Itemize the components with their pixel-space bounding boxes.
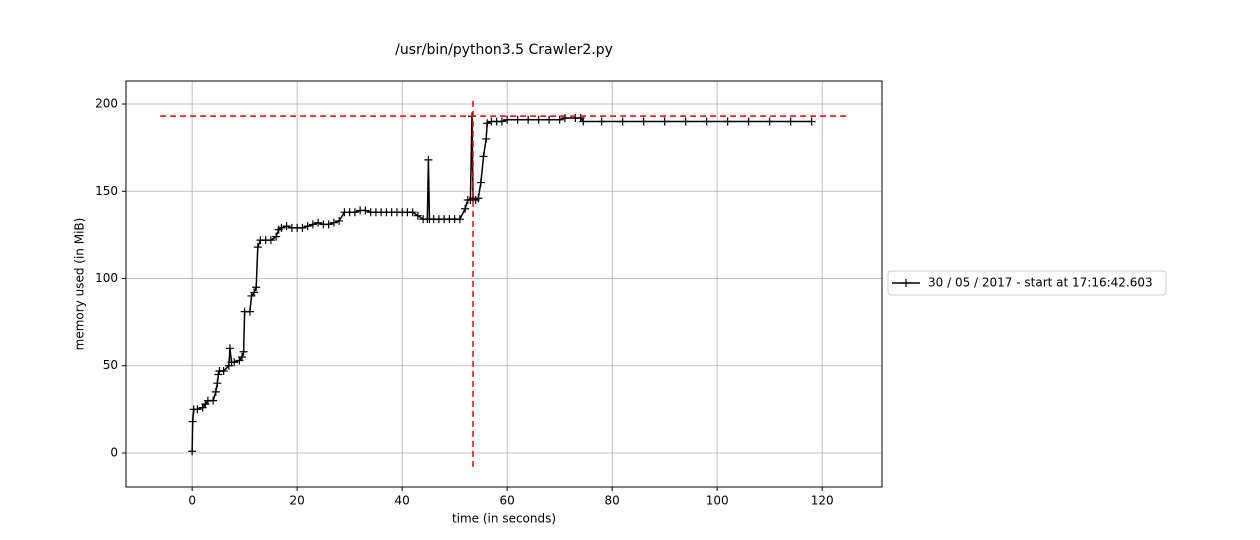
point-marker [534, 115, 543, 124]
point-marker [524, 115, 533, 124]
plot-area [160, 100, 849, 467]
point-marker [786, 117, 795, 126]
x-tick-label: 60 [500, 494, 515, 508]
point-marker [193, 405, 202, 414]
point-marker [188, 447, 197, 456]
point-marker [555, 115, 564, 124]
x-tick-label: 40 [395, 494, 410, 508]
point-marker [314, 218, 323, 227]
point-marker [209, 396, 218, 405]
point-marker [660, 117, 669, 126]
point-marker [272, 232, 281, 241]
point-marker [239, 347, 248, 356]
y-axis-label: memory used (in MiB) [73, 218, 87, 351]
point-marker [329, 218, 338, 227]
point-marker [219, 366, 228, 375]
point-marker [211, 387, 220, 396]
point-marker [213, 379, 222, 388]
point-marker [723, 117, 732, 126]
x-tick-label: 80 [605, 494, 620, 508]
point-marker [545, 115, 554, 124]
x-tick-label: 0 [188, 494, 196, 508]
legend-marker [902, 279, 910, 287]
y-tick-label: 100 [95, 271, 118, 285]
y-tick-label: 150 [95, 184, 118, 198]
point-marker [324, 220, 333, 229]
point-marker [408, 208, 417, 217]
point-marker [253, 243, 262, 252]
point-marker [308, 220, 317, 229]
point-marker [474, 194, 483, 203]
point-marker [765, 117, 774, 126]
x-axis-label: time (in seconds) [452, 512, 556, 526]
point-marker [250, 288, 259, 297]
legend-label: 30 / 05 / 2017 - start at 17:16:42.603 [928, 276, 1153, 290]
point-marker [361, 206, 370, 215]
axes-frame [125, 80, 883, 488]
point-marker [230, 358, 239, 367]
point-marker [639, 117, 648, 126]
point-marker [238, 353, 247, 362]
point-marker [482, 134, 491, 143]
point-marker [282, 222, 291, 231]
point-marker [225, 344, 234, 353]
point-marker [618, 117, 627, 126]
point-marker [413, 211, 422, 220]
point-marker [350, 208, 359, 217]
x-tick-label: 20 [290, 494, 305, 508]
point-marker [298, 223, 307, 232]
point-marker [497, 117, 506, 126]
point-marker [455, 215, 464, 224]
y-tick-label: 0 [110, 445, 118, 459]
chart-title: /usr/bin/python3.5 Crawler2.py [395, 42, 613, 58]
point-marker [335, 216, 344, 225]
point-marker [188, 417, 197, 426]
point-marker [579, 117, 588, 126]
point-marker [483, 119, 492, 128]
point-marker [807, 117, 816, 126]
point-marker [214, 370, 223, 379]
legend: 30 / 05 / 2017 - start at 17:16:42.603 [887, 270, 1167, 296]
point-marker [744, 117, 753, 126]
legend-box [887, 270, 1167, 296]
x-tick-label: 100 [706, 494, 729, 508]
point-marker [503, 115, 512, 124]
point-marker [476, 178, 485, 187]
point-marker [702, 117, 711, 126]
x-tick-label: 120 [811, 494, 834, 508]
point-marker [513, 115, 522, 124]
point-marker [597, 117, 606, 126]
point-marker [303, 222, 312, 231]
point-marker [424, 155, 433, 164]
y-tick-label: 50 [103, 358, 118, 372]
point-marker [245, 307, 254, 316]
grid [126, 81, 882, 487]
point-marker [266, 236, 275, 245]
point-marker [277, 223, 286, 232]
point-marker [681, 117, 690, 126]
point-marker [252, 283, 261, 292]
point-marker [479, 152, 488, 161]
point-marker [461, 204, 470, 213]
y-tick-label: 200 [95, 97, 118, 111]
